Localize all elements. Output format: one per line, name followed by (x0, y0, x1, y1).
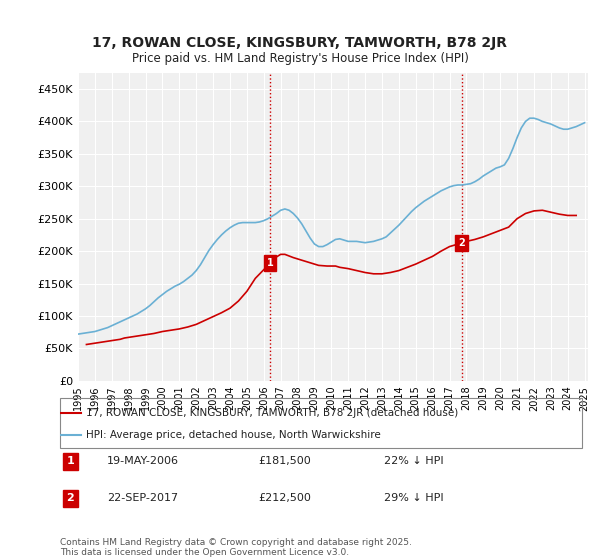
Text: 17, ROWAN CLOSE, KINGSBURY, TAMWORTH, B78 2JR (detached house): 17, ROWAN CLOSE, KINGSBURY, TAMWORTH, B7… (86, 408, 458, 418)
Text: £181,500: £181,500 (259, 456, 311, 466)
Text: 17, ROWAN CLOSE, KINGSBURY, TAMWORTH, B78 2JR: 17, ROWAN CLOSE, KINGSBURY, TAMWORTH, B7… (92, 36, 508, 50)
Text: Contains HM Land Registry data © Crown copyright and database right 2025.
This d: Contains HM Land Registry data © Crown c… (60, 538, 412, 557)
Text: 19-MAY-2006: 19-MAY-2006 (107, 456, 179, 466)
Text: Price paid vs. HM Land Registry's House Price Index (HPI): Price paid vs. HM Land Registry's House … (131, 52, 469, 64)
Text: 2: 2 (67, 493, 74, 503)
Text: 1: 1 (67, 456, 74, 466)
Text: 22-SEP-2017: 22-SEP-2017 (107, 493, 178, 503)
Text: 2: 2 (458, 238, 465, 248)
Text: 29% ↓ HPI: 29% ↓ HPI (383, 493, 443, 503)
Text: 1: 1 (267, 258, 274, 268)
Text: £212,500: £212,500 (259, 493, 311, 503)
Text: HPI: Average price, detached house, North Warwickshire: HPI: Average price, detached house, Nort… (86, 431, 381, 440)
Text: 22% ↓ HPI: 22% ↓ HPI (383, 456, 443, 466)
